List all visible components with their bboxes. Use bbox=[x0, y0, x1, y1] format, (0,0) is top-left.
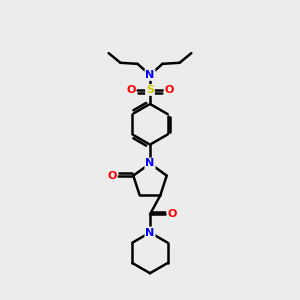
Text: O: O bbox=[167, 209, 177, 219]
Text: N: N bbox=[146, 70, 154, 80]
Text: O: O bbox=[126, 85, 135, 95]
Text: O: O bbox=[165, 85, 174, 95]
Text: S: S bbox=[146, 85, 154, 95]
Text: N: N bbox=[146, 158, 154, 169]
Text: N: N bbox=[146, 227, 154, 238]
Text: O: O bbox=[107, 171, 116, 181]
